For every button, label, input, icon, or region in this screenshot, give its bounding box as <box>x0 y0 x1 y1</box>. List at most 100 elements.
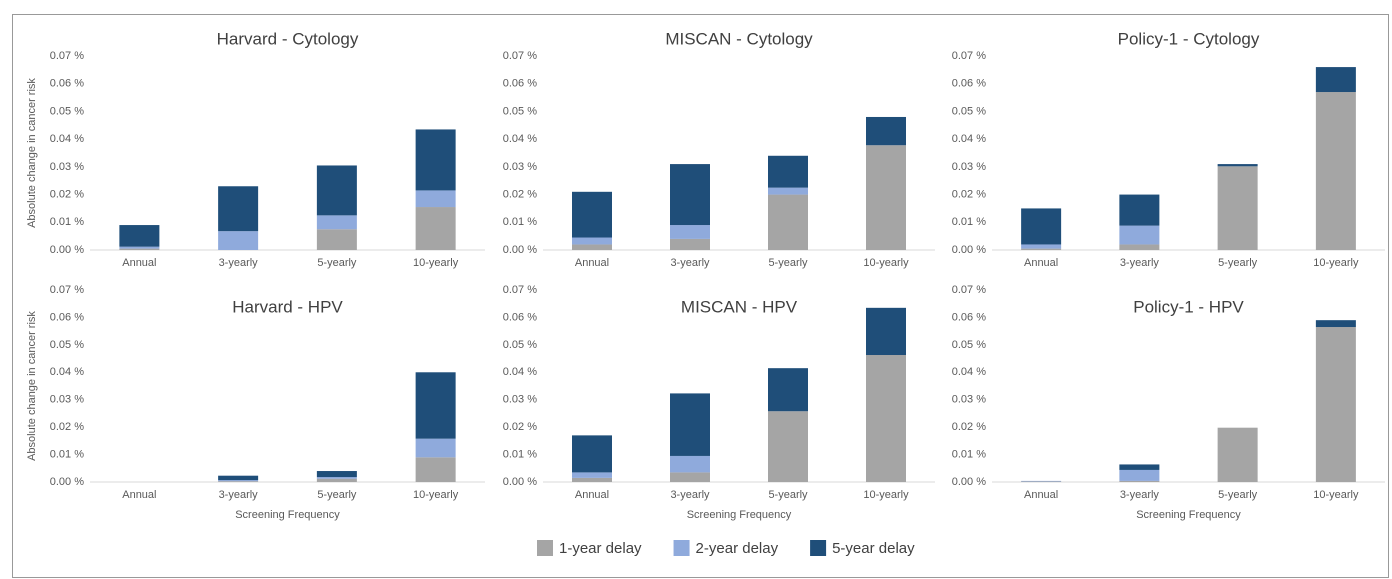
legend-swatch <box>537 540 553 556</box>
y-tick-label: 0.02 % <box>50 188 84 200</box>
x-tick-label: Annual <box>1024 489 1058 501</box>
chart-title: Harvard - Cytology <box>217 29 359 48</box>
bar-segment <box>768 194 808 250</box>
bar-segment <box>768 411 808 482</box>
bar-segment <box>1021 208 1062 245</box>
bar-segment <box>1119 244 1160 250</box>
x-tick-label: Annual <box>575 489 609 501</box>
bar-segment <box>1119 225 1160 245</box>
legend-label: 5-year delay <box>832 540 915 557</box>
bar-segment <box>218 186 259 232</box>
y-tick-label: 0.05 % <box>952 105 986 117</box>
bar-segment <box>572 435 612 473</box>
y-tick-label: 0.05 % <box>503 339 537 351</box>
bar-segment <box>866 355 906 482</box>
y-tick-label: 0.00 % <box>952 476 986 488</box>
y-tick-label: 0.01 % <box>952 216 986 228</box>
x-tick-label: 3-yearly <box>670 489 710 501</box>
bar-segment <box>1021 244 1062 249</box>
x-tick-label: 3-yearly <box>1120 489 1160 501</box>
y-tick-label: 0.03 % <box>952 161 986 173</box>
x-tick-label: 5-yearly <box>768 489 808 501</box>
y-tick-label: 0.02 % <box>952 421 986 433</box>
y-tick-label: 0.01 % <box>503 216 537 228</box>
y-tick-label: 0.04 % <box>952 133 986 145</box>
bar-segment <box>1217 164 1258 167</box>
bar-segment <box>1217 427 1258 482</box>
x-tick-label: 5-yearly <box>317 489 357 501</box>
y-tick-label: 0.01 % <box>952 448 986 460</box>
bar-segment <box>572 477 612 482</box>
y-tick-label: 0.03 % <box>952 394 986 406</box>
y-tick-label: 0.03 % <box>503 394 537 406</box>
bar-segment <box>1315 67 1356 93</box>
bar-segment <box>1021 481 1062 482</box>
x-tick-label: Annual <box>575 257 609 269</box>
x-axis-label: Screening Frequency <box>1136 509 1241 521</box>
x-tick-label: 3-yearly <box>670 257 710 269</box>
x-tick-label: 10-yearly <box>413 257 459 269</box>
y-tick-label: 0.04 % <box>952 366 986 378</box>
bar-segment <box>218 231 259 250</box>
bar-segment <box>415 190 456 208</box>
y-tick-label: 0.07 % <box>50 284 84 296</box>
y-tick-label: 0.01 % <box>503 448 537 460</box>
y-tick-label: 0.07 % <box>503 50 537 62</box>
bar-segment <box>1119 480 1160 482</box>
x-tick-label: 10-yearly <box>863 257 909 269</box>
y-tick-label: 0.06 % <box>50 78 84 90</box>
x-axis-label: Screening Frequency <box>235 509 340 521</box>
bar-segment <box>1021 248 1062 250</box>
x-tick-label: 10-yearly <box>413 489 459 501</box>
bar-segment <box>1119 469 1160 481</box>
bar-segment <box>768 368 808 412</box>
y-tick-label: 0.07 % <box>503 284 537 296</box>
bar-segment <box>218 481 259 482</box>
chart-title: Policy-1 - HPV <box>1133 297 1244 316</box>
y-tick-label: 0.04 % <box>50 133 84 145</box>
y-tick-label: 0.05 % <box>50 105 84 117</box>
y-tick-label: 0.02 % <box>503 188 537 200</box>
bar-segment <box>572 237 612 245</box>
bar-segment <box>119 248 160 250</box>
y-tick-label: 0.05 % <box>50 339 84 351</box>
y-axis-label: Absolute change in cancer risk <box>26 311 38 461</box>
y-tick-label: 0.07 % <box>50 50 84 62</box>
y-tick-label: 0.07 % <box>952 284 986 296</box>
y-axis-label: Absolute change in cancer risk <box>26 78 38 228</box>
x-tick-label: 10-yearly <box>1313 489 1359 501</box>
y-tick-label: 0.02 % <box>503 421 537 433</box>
legend-label: 1-year delay <box>559 540 642 557</box>
bar-segment <box>218 475 259 481</box>
bar-segment <box>866 307 906 356</box>
y-tick-label: 0.06 % <box>503 311 537 323</box>
bar-segment <box>1119 194 1160 226</box>
y-tick-label: 0.01 % <box>50 448 84 460</box>
bar-segment <box>670 455 710 473</box>
bar-segment <box>866 116 906 146</box>
x-axis-label: Screening Frequency <box>687 509 792 521</box>
bar-segment <box>768 187 808 195</box>
x-tick-label: Annual <box>122 489 156 501</box>
bar-segment <box>572 191 612 238</box>
y-tick-label: 0.03 % <box>50 161 84 173</box>
bar-segment <box>1315 327 1356 482</box>
bar-segment <box>572 472 612 478</box>
chart-title: Policy-1 - Cytology <box>1118 29 1260 48</box>
bar-segment <box>415 438 456 458</box>
bar-segment <box>1217 166 1258 250</box>
x-tick-label: 5-yearly <box>317 257 357 269</box>
bar-segment <box>415 372 456 439</box>
chart-title: MISCAN - Cytology <box>665 29 813 48</box>
y-tick-label: 0.02 % <box>50 421 84 433</box>
bar-segment <box>415 207 456 250</box>
legend-label: 2-year delay <box>696 540 779 557</box>
bar-segment <box>1119 464 1160 470</box>
frame <box>12 14 1389 578</box>
bar-segment <box>316 478 357 482</box>
y-tick-label: 0.06 % <box>50 311 84 323</box>
bar-segment <box>316 477 357 479</box>
x-tick-label: Annual <box>122 257 156 269</box>
bar-segment <box>866 145 906 250</box>
